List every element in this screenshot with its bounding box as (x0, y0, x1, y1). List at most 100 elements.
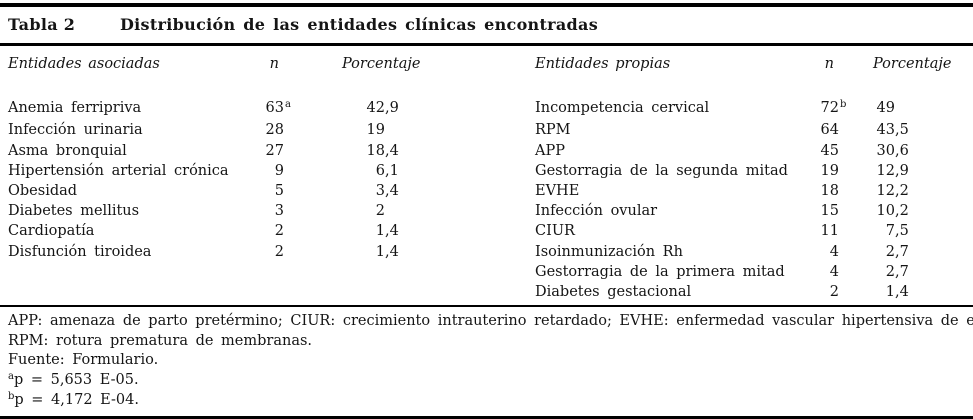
entity-label: Hipertensión arterial crónica (8, 162, 229, 179)
entity-label: Cardiopatía (8, 223, 95, 240)
percent-value: 19 (366, 122, 385, 139)
entity-label: Anemia ferripriva (8, 100, 142, 117)
table-row: Hipertensión arterial crónica 9 6,1 (8, 161, 425, 181)
footnote-a: ap = 5,653 E-05. (8, 371, 965, 392)
n-value: 5 (274, 183, 284, 200)
percent-value: 12,2 (876, 183, 909, 200)
table-row: CIUR 11 7,5 (535, 221, 935, 241)
table-row: Obesidad 5 3,4 (8, 181, 425, 201)
entity-label: Asma bronquial (8, 142, 127, 159)
column-header-entidades-asociadas: Entidades asociadas (8, 56, 160, 72)
percent-value: 2 (375, 203, 385, 220)
associated-entities-table: Entidades asociadas n Porcentaje Anemia … (8, 54, 425, 262)
table-row: EVHE 18 12,2 (535, 181, 935, 201)
percent-value: 6,1 (375, 162, 399, 179)
footnote-marker: b (840, 99, 847, 111)
footnote-b: bp = 4,172 E-04. (8, 391, 965, 412)
table-caption: Tabla 2 Distribución de las entidades clí… (0, 7, 973, 43)
footnote-abbreviations-line2: RPM: rotura prematura de membranas. (8, 332, 313, 349)
n-value: 64 (820, 122, 839, 139)
entity-label: Diabetes gestacional (535, 284, 692, 301)
footnote-abbreviations-line1: APP: amenaza de parto pretérmino; CIUR: … (8, 313, 973, 330)
table-header-row: Entidades propias n Porcentaje (535, 54, 952, 98)
entity-label: Isoinmunización Rh (535, 243, 683, 260)
table-row: Incompetencia cervical 72b 49 (535, 98, 935, 120)
table-row: Anemia ferripriva 63a 42,9 (8, 98, 425, 120)
entity-label: RPM (535, 122, 571, 139)
n-value: 4 (829, 263, 839, 280)
top-rule (0, 3, 973, 7)
table-row: Gestorragia de la primera mitad 4 2,7 (535, 262, 935, 282)
n-value: 3 (274, 203, 284, 220)
table-row: Gestorragia de la segunda mitad 19 12,9 (535, 161, 935, 181)
percent-value: 7,5 (885, 223, 909, 240)
entity-label: Obesidad (8, 183, 78, 200)
footnote-rule (0, 305, 973, 308)
n-value: 27 (265, 142, 284, 159)
percent-value: 43,5 (876, 122, 909, 139)
table-row: Isoinmunización Rh 4 2,7 (535, 242, 935, 262)
percent-value: 1,4 (885, 284, 909, 301)
n-value: 72b (813, 98, 850, 120)
n-value: 2 (274, 243, 284, 260)
caption-rule (0, 43, 973, 46)
table-row: Cardiopatía 2 1,4 (8, 221, 425, 241)
n-value: 2 (829, 284, 839, 301)
percent-value: 2,7 (885, 243, 909, 260)
percent-value: 42,9 (366, 100, 399, 117)
n-value: 4 (829, 243, 839, 260)
column-header-porcentaje: Porcentaje (873, 56, 952, 72)
own-entities-table: Entidades propias n Porcentaje Incompete… (535, 54, 952, 302)
table-row: Infección ovular 15 10,2 (535, 201, 935, 221)
n-value: 28 (265, 122, 284, 139)
percent-value: 2,7 (885, 263, 909, 280)
footnote-marker: a (285, 99, 291, 111)
n-value: 18 (820, 183, 839, 200)
column-header-n: n (269, 56, 279, 72)
n-value: 45 (820, 142, 839, 159)
n-value: 9 (274, 162, 284, 179)
footnote-source: Fuente: Formulario. (8, 352, 159, 369)
entity-label: Gestorragia de la primera mitad (535, 263, 785, 280)
percent-value: 3,4 (375, 183, 399, 200)
percent-value: 49 (876, 100, 895, 117)
table-title: Distribución de las entidades clínicas e… (120, 15, 599, 34)
table-number-label: Tabla 2 (8, 15, 76, 34)
percent-value: 10,2 (876, 203, 909, 220)
footnote-a-marker: a (8, 370, 14, 382)
table-row: APP 45 30,6 (535, 141, 935, 161)
footnote-b-marker: b (8, 391, 15, 403)
footnotes: APP: amenaza de parto pretérmino; CIUR: … (0, 307, 973, 412)
table-row: Asma bronquial 27 18,4 (8, 141, 425, 161)
entity-label: APP (535, 142, 565, 159)
n-value: 19 (820, 162, 839, 179)
n-value: 2 (274, 223, 284, 240)
bottom-rule (0, 415, 973, 419)
n-value: 11 (820, 223, 839, 240)
column-header-porcentaje: Porcentaje (342, 56, 421, 72)
n-value: 15 (820, 203, 839, 220)
entity-label: Infección urinaria (8, 122, 143, 139)
entity-label: Disfunción tiroidea (8, 243, 152, 260)
table-row: Infección urinaria 28 19 (8, 120, 425, 140)
percent-value: 1,4 (375, 223, 399, 240)
percent-value: 1,4 (375, 243, 399, 260)
percent-value: 12,9 (876, 162, 909, 179)
entity-label: EVHE (535, 183, 580, 200)
table-row: RPM 64 43,5 (535, 120, 935, 140)
entity-label: Incompetencia cervical (535, 100, 710, 117)
percent-value: 30,6 (876, 142, 909, 159)
n-value: 63a (258, 98, 295, 120)
entity-label: CIUR (535, 223, 575, 240)
footnote-a-text: p = 5,653 E-05. (13, 371, 139, 388)
column-header-n: n (824, 56, 834, 72)
table-row: Diabetes mellitus 3 2 (8, 201, 425, 221)
percent-value: 18,4 (366, 142, 399, 159)
table-row: Disfunción tiroidea 2 1,4 (8, 242, 425, 262)
table-header-row: Entidades asociadas n Porcentaje (8, 54, 425, 98)
entity-label: Infección ovular (535, 203, 658, 220)
column-header-entidades-propias: Entidades propias (535, 56, 671, 72)
entity-label: Gestorragia de la segunda mitad (535, 162, 788, 179)
entity-label: Diabetes mellitus (8, 203, 140, 220)
